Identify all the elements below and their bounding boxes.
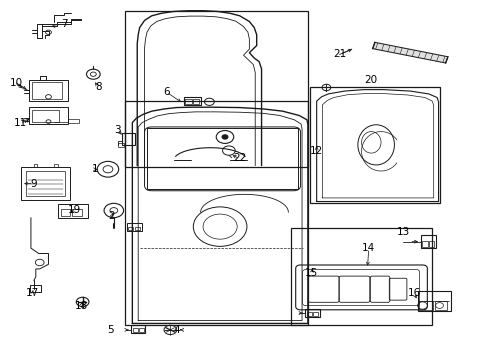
Bar: [118, 143, 123, 147]
Text: 15: 15: [305, 268, 318, 278]
Text: 6: 6: [163, 87, 169, 97]
Bar: [417, 291, 450, 311]
Text: 12: 12: [309, 146, 323, 156]
Bar: [29, 80, 68, 101]
Bar: [29, 107, 68, 125]
Text: 19: 19: [68, 206, 81, 216]
Bar: [133, 328, 138, 332]
Bar: [135, 226, 140, 230]
Bar: [313, 312, 318, 316]
Bar: [147, 128, 298, 189]
Bar: [184, 99, 192, 104]
Bar: [26, 171, 65, 196]
Bar: [290, 228, 431, 325]
Bar: [428, 240, 433, 247]
Bar: [192, 99, 198, 104]
Text: 22: 22: [232, 153, 246, 163]
Bar: [139, 328, 143, 332]
Circle shape: [222, 135, 227, 139]
Bar: [420, 234, 435, 248]
Bar: [305, 309, 320, 317]
Bar: [131, 325, 145, 333]
Text: 21: 21: [332, 49, 346, 59]
Bar: [61, 209, 70, 216]
Text: 2: 2: [108, 211, 115, 221]
Text: 16: 16: [407, 288, 420, 298]
Bar: [32, 110, 59, 122]
Bar: [32, 82, 61, 99]
Text: 10: 10: [10, 78, 23, 88]
Bar: [418, 301, 432, 310]
Text: 18: 18: [74, 301, 87, 311]
Bar: [72, 209, 82, 216]
Bar: [183, 97, 200, 105]
Bar: [422, 240, 427, 247]
Bar: [127, 223, 142, 231]
Bar: [434, 301, 446, 310]
Bar: [310, 87, 439, 203]
Polygon shape: [372, 42, 447, 63]
Text: 13: 13: [396, 227, 409, 237]
Bar: [21, 167, 70, 200]
Text: 4: 4: [174, 325, 180, 335]
Text: 8: 8: [95, 82, 102, 92]
Text: 1: 1: [92, 164, 99, 174]
Bar: [122, 134, 135, 145]
Text: 11: 11: [14, 118, 27, 128]
Bar: [125, 101, 307, 325]
Bar: [306, 312, 311, 316]
Bar: [128, 226, 133, 230]
Text: 7: 7: [61, 19, 67, 29]
Text: 20: 20: [364, 75, 377, 85]
Text: 3: 3: [114, 125, 121, 135]
Text: 14: 14: [362, 243, 375, 253]
Bar: [125, 12, 307, 167]
Bar: [30, 285, 41, 292]
Text: 17: 17: [26, 288, 39, 298]
Text: 5: 5: [107, 325, 114, 335]
Bar: [68, 119, 79, 123]
Bar: [58, 204, 88, 218]
Text: 9: 9: [30, 179, 37, 189]
